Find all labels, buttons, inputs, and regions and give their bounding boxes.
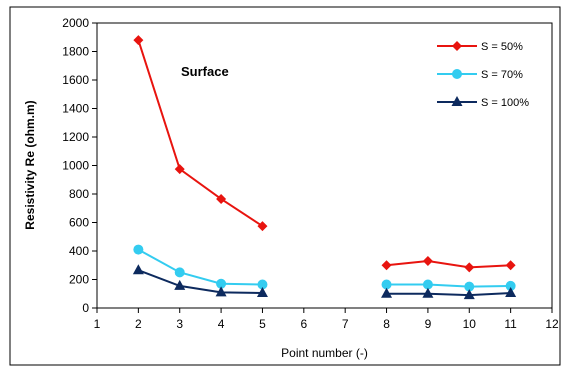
data-point xyxy=(464,262,475,273)
legend-label: S = 70% xyxy=(481,69,523,81)
data-point xyxy=(216,278,227,289)
chart-frame xyxy=(9,6,561,366)
legend-item: S = 70% xyxy=(437,69,523,81)
y-tick-label: 200 xyxy=(69,273,89,287)
series-line xyxy=(137,39,264,227)
x-tick-label: 4 xyxy=(218,317,225,331)
series-2 xyxy=(133,244,516,292)
data-point xyxy=(464,281,475,292)
y-tick-label: 2000 xyxy=(62,16,89,30)
data-point xyxy=(215,286,227,297)
series-line xyxy=(137,248,263,286)
y-tick-label: 800 xyxy=(69,187,89,201)
x-tick-label: 9 xyxy=(425,317,432,331)
series-line xyxy=(386,292,511,297)
x-tick-label: 12 xyxy=(545,317,559,331)
legend-item: S = 100% xyxy=(437,96,529,109)
data-point xyxy=(505,287,517,298)
data-point xyxy=(174,164,185,175)
surface-annotation: Surface xyxy=(181,64,229,79)
y-tick-label: 400 xyxy=(69,244,89,258)
x-tick-label: 11 xyxy=(504,317,517,331)
x-tick-label: 5 xyxy=(259,317,266,331)
data-point xyxy=(257,279,268,290)
data-point xyxy=(256,287,268,298)
data-point xyxy=(133,35,144,46)
x-tick-label: 10 xyxy=(463,317,477,331)
legend-label: S = 50% xyxy=(481,41,523,53)
data-point xyxy=(422,287,434,298)
y-tick-label: 1200 xyxy=(62,130,89,144)
x-axis-title: Point number (-) xyxy=(281,346,368,360)
y-tick-label: 1800 xyxy=(62,45,89,59)
data-point xyxy=(381,287,393,298)
y-tick-label: 600 xyxy=(69,216,89,230)
x-axis: 1 2 3 4 5 6 7 8 9 10 11 12 xyxy=(94,308,559,331)
data-point xyxy=(257,221,268,232)
series-layer xyxy=(132,35,517,300)
legend-item: S = 50% xyxy=(437,41,523,53)
y-tick-label: 1600 xyxy=(62,73,89,87)
y-axis: 0 200 400 600 800 1000 1200 1400 1600 1800 2000 xyxy=(62,16,97,315)
x-tick-label: 6 xyxy=(300,317,307,331)
legend-label: S = 100% xyxy=(481,97,529,109)
plot-area xyxy=(96,22,553,309)
legend-marker xyxy=(452,41,462,51)
data-point xyxy=(132,264,144,275)
x-tick-label: 1 xyxy=(94,317,101,331)
data-point xyxy=(463,289,475,300)
series-1 xyxy=(133,35,516,273)
data-point xyxy=(505,280,516,291)
legend: S = 50% S = 70% S = 100% xyxy=(437,41,529,109)
series-3 xyxy=(132,264,517,300)
x-tick-label: 2 xyxy=(135,317,142,331)
y-tick-label: 1400 xyxy=(62,102,89,116)
data-point xyxy=(133,244,144,255)
x-tick-label: 3 xyxy=(176,317,183,331)
data-point xyxy=(174,267,185,278)
data-point xyxy=(381,260,392,271)
y-axis-title: Resistivity Re (ohm.m) xyxy=(23,100,37,229)
y-tick-label: 0 xyxy=(82,301,89,315)
data-point xyxy=(422,279,433,290)
data-point xyxy=(505,260,516,271)
data-point xyxy=(174,279,186,290)
series-line xyxy=(386,259,511,269)
data-point xyxy=(381,279,392,290)
x-tick-label: 7 xyxy=(342,317,349,331)
legend-marker xyxy=(451,96,463,106)
y-tick-label: 1000 xyxy=(62,159,89,173)
series-line xyxy=(138,269,263,295)
data-point xyxy=(422,255,433,266)
legend-marker xyxy=(452,69,462,79)
data-point xyxy=(216,193,227,204)
series-line xyxy=(386,283,511,288)
x-tick-label: 8 xyxy=(383,317,390,331)
